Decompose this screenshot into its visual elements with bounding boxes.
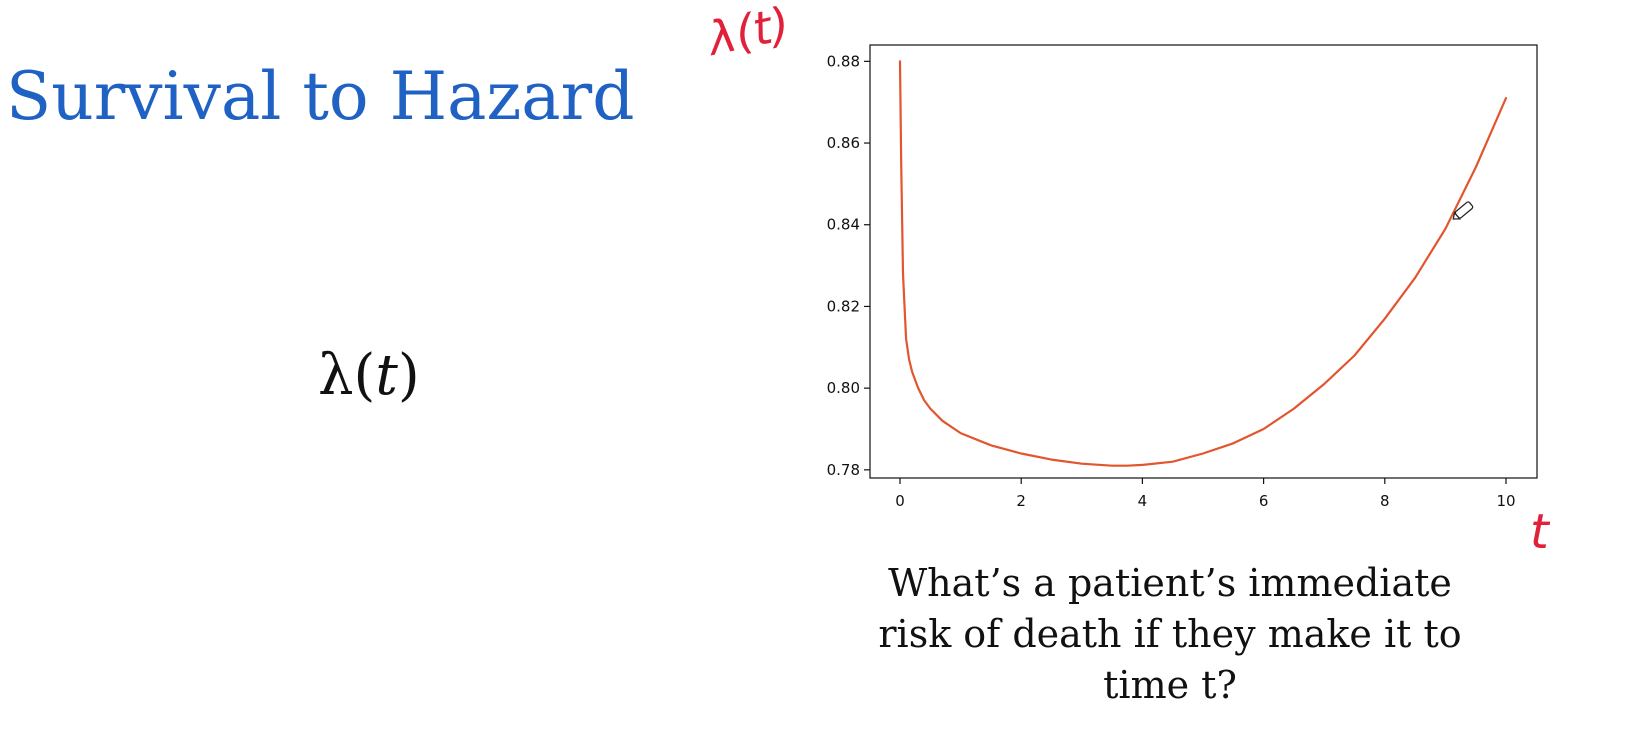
hazard-curve <box>898 60 1508 467</box>
handwritten-x-axis-label: t <box>1530 504 1549 560</box>
slide-title: Survival to Hazard <box>6 58 635 135</box>
y-tick-label: 0.80 <box>827 379 860 397</box>
x-tick-label: 0 <box>895 492 905 510</box>
y-tick-label: 0.84 <box>827 216 860 234</box>
x-tick-label: 8 <box>1380 492 1390 510</box>
y-tick-label: 0.82 <box>827 297 860 315</box>
y-tick-label: 0.88 <box>827 52 860 70</box>
caption-line: What’s a patient’s immediate <box>888 561 1452 605</box>
hazard-formula: λ(t) <box>318 348 420 404</box>
y-tick-label: 0.86 <box>827 134 860 152</box>
y-tick-label: 0.78 <box>827 461 860 479</box>
x-tick-label: 4 <box>1138 492 1148 510</box>
caption: What’s a patient’s immediate risk of dea… <box>830 558 1510 711</box>
formula-lambda: λ <box>318 343 354 408</box>
x-tick-label: 2 <box>1016 492 1026 510</box>
pencil-cursor-icon <box>1452 201 1474 220</box>
formula-open-paren: ( <box>353 343 376 408</box>
plot-frame <box>869 44 1538 479</box>
x-tick-label: 10 <box>1496 492 1515 510</box>
caption-line: time t? <box>1103 663 1237 707</box>
caption-line: risk of death if they make it to <box>878 612 1462 656</box>
formula-variable: t <box>375 343 398 408</box>
pencil-tip <box>1452 211 1462 220</box>
formula-close-paren: ) <box>397 343 420 408</box>
x-tick-label: 6 <box>1259 492 1269 510</box>
